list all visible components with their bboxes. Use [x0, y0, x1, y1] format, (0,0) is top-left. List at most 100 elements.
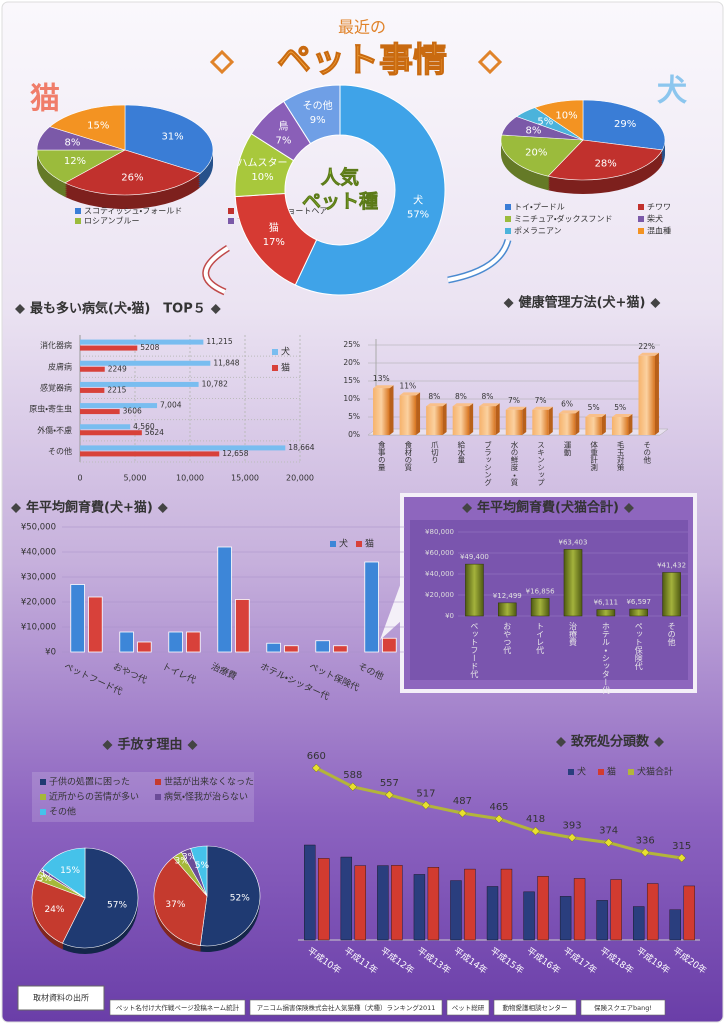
- value-label: 4,560: [133, 422, 155, 431]
- y-tick-label: 20%: [343, 358, 360, 367]
- bar: [80, 387, 105, 393]
- value-label: 13%: [373, 374, 390, 383]
- bar: [646, 883, 659, 941]
- x-tick-label: 水の鮮度・質: [510, 440, 519, 488]
- diamond: [11, 503, 21, 513]
- pie-slice: [124, 104, 214, 174]
- y-tick-label: ¥40,000: [21, 548, 56, 558]
- x-tick-label: 食事の量: [377, 441, 386, 472]
- bar: [80, 381, 199, 387]
- section-title: 年平均飼育費(犬+猫): [26, 500, 153, 516]
- diamond: [477, 49, 503, 75]
- marker: [421, 800, 431, 810]
- legend-swatch: [330, 541, 336, 547]
- value-label: 7,004: [160, 401, 182, 410]
- bar: [498, 602, 517, 617]
- x-tick-label: おやつ代: [503, 622, 512, 655]
- diamond: [210, 304, 221, 314]
- bar: [426, 406, 443, 435]
- slice-label: ハムスター: [238, 157, 288, 169]
- legend-label: 猫: [365, 538, 374, 550]
- source-box: [580, 999, 666, 1016]
- value-label: 11,215: [206, 337, 232, 346]
- value-label: 2249: [108, 364, 127, 373]
- legend-swatch: [75, 218, 81, 224]
- y-tick-label: その他: [48, 446, 72, 456]
- donut-slice: [283, 84, 341, 145]
- legend-label: 柴犬: [647, 214, 663, 224]
- source: 保険スクエアbang!: [594, 1003, 652, 1012]
- legend-label: 犬: [281, 346, 290, 358]
- value-label: 465: [489, 802, 508, 813]
- legend-label: 混血種: [647, 226, 671, 236]
- slice-label: 鳥: [278, 119, 288, 132]
- bar-top: [426, 403, 447, 407]
- section-title: 年平均飼育費(犬猫合計): [477, 500, 619, 516]
- y-tick-label: ¥80,000: [425, 528, 454, 536]
- y-tick-label: ¥20,000: [21, 598, 56, 608]
- y-tick-label: 感覚器病: [40, 382, 72, 392]
- value-label: 10%: [251, 172, 273, 183]
- bar: [465, 563, 484, 617]
- x-tick-label: 治療費: [569, 621, 578, 647]
- pie-title: 犬: [657, 74, 687, 109]
- value-label: 20%: [525, 148, 547, 159]
- pie-slice: [62, 847, 139, 949]
- slice-label: 猫: [269, 221, 279, 234]
- x-tick-label: 15,000: [231, 474, 259, 483]
- bar: [80, 424, 131, 430]
- legend-box: [32, 772, 254, 822]
- marker: [311, 763, 321, 773]
- bar: [333, 645, 348, 653]
- legend-label: その他: [49, 806, 76, 818]
- value-label: 5%: [614, 403, 626, 412]
- source-box: [249, 999, 443, 1016]
- y-tick-label: 25%: [343, 340, 360, 349]
- value-label: 15%: [60, 866, 80, 876]
- bar: [186, 631, 201, 653]
- value-label: 8%: [482, 392, 494, 401]
- pie-slice: [534, 99, 584, 141]
- y-tick-label: ¥50,000: [21, 523, 56, 533]
- y-tick-label: 10%: [343, 394, 360, 403]
- pie-slice: [547, 139, 663, 181]
- legend-swatch: [568, 769, 574, 775]
- source-box: [493, 999, 577, 1016]
- y-tick-label: ¥20,000: [425, 591, 454, 599]
- section-title: 健康管理方法(犬+猫): [518, 295, 646, 311]
- value-label: 418: [526, 814, 545, 825]
- bar: [596, 609, 616, 617]
- value-label: 10,782: [202, 379, 228, 388]
- marker: [458, 808, 467, 818]
- pie-slice: [153, 857, 208, 946]
- bar: [399, 395, 417, 435]
- bar: [523, 891, 535, 941]
- marker: [640, 848, 650, 857]
- value-label: 8%: [455, 392, 467, 401]
- source: ペット総研: [452, 1003, 485, 1012]
- footer-box: [17, 985, 105, 1011]
- value-label: 5208: [140, 343, 159, 352]
- value-label: 37%: [165, 900, 185, 910]
- bar: [610, 879, 622, 941]
- bar: [500, 868, 513, 941]
- value-label: 7%: [535, 396, 547, 405]
- bar: [413, 874, 426, 941]
- diamond: [503, 298, 514, 308]
- legend-label: 世話が出来なくなった: [164, 776, 254, 788]
- pie-title: 猫: [30, 82, 60, 117]
- bar-side: [522, 406, 527, 435]
- callout: [380, 580, 402, 640]
- bar: [596, 900, 608, 941]
- bar: [530, 598, 550, 617]
- pie-slice: [49, 104, 126, 151]
- bar: [354, 865, 366, 941]
- legend-label: 子供の処置に困った: [49, 776, 130, 788]
- bar: [70, 584, 85, 653]
- y-tick-label: 0%: [348, 430, 360, 439]
- pie-slice: [200, 845, 261, 947]
- source-box: [446, 999, 490, 1016]
- y-tick-label: ¥10,000: [21, 623, 56, 633]
